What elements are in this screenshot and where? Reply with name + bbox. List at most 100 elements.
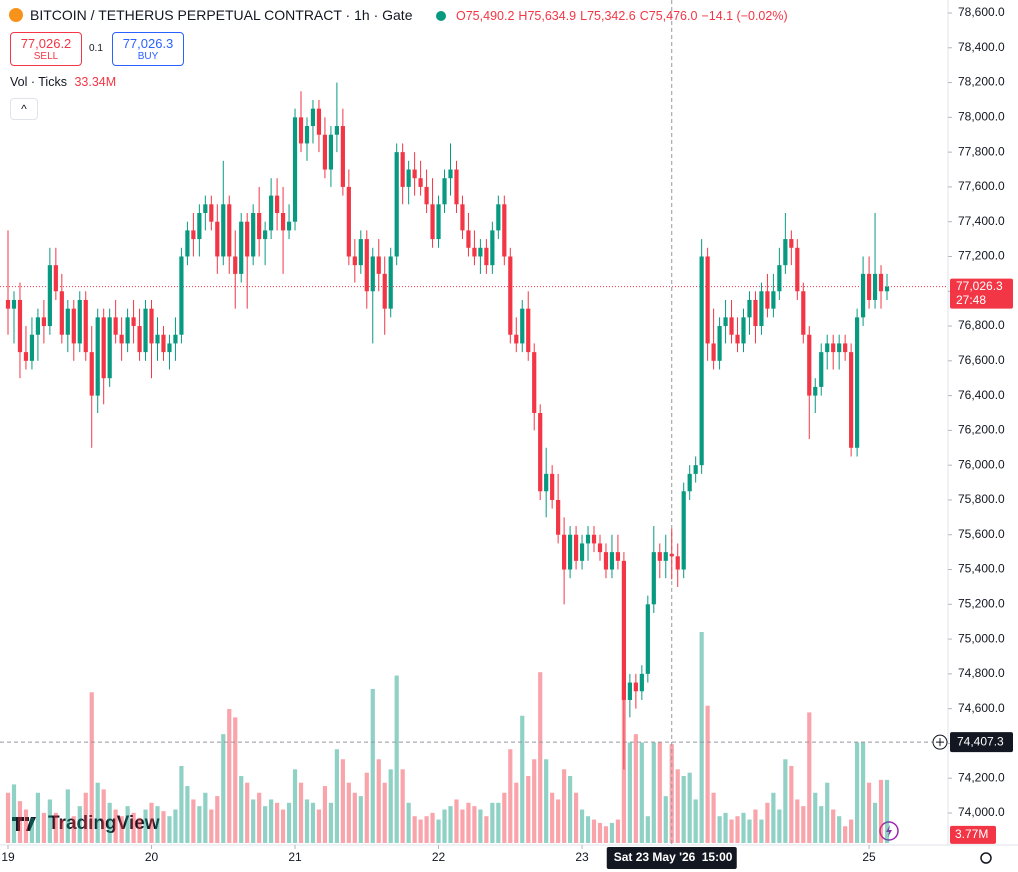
ohlc-key: O (456, 9, 466, 23)
volume-bar (573, 792, 579, 843)
volume-bar (765, 802, 770, 843)
volume-bar (41, 812, 46, 843)
volume-bar (239, 776, 244, 843)
volume-legend: Vol · Ticks 33.34M (10, 75, 116, 89)
countdown-label: 27:48 (956, 293, 986, 307)
candle-body (382, 273, 387, 309)
volume-bar (878, 779, 884, 843)
volume-bar (579, 809, 585, 843)
volume-bar (609, 822, 615, 843)
candle-body (233, 256, 238, 274)
volume-bar (681, 776, 686, 843)
candle-body (801, 291, 806, 335)
volume-bar (149, 802, 154, 843)
volume-bar (675, 769, 680, 843)
candle-body (771, 291, 776, 309)
candle-body (179, 256, 184, 335)
candle-body (448, 169, 453, 179)
candle-body (544, 473, 549, 492)
volume-bar (185, 786, 190, 843)
candle-body (777, 265, 782, 292)
coin-icon (9, 8, 23, 22)
candle-body (615, 552, 621, 561)
volume-bar (597, 822, 603, 843)
candle-body (705, 256, 710, 344)
candle-body (532, 352, 537, 413)
candle-body (723, 317, 728, 327)
volume-bar (723, 812, 728, 843)
volume-bar (143, 809, 148, 843)
candle-body (795, 247, 800, 292)
volume-bar (35, 792, 41, 843)
candle-body (663, 552, 668, 561)
candle-body (35, 317, 41, 335)
candle-body (215, 221, 220, 257)
volume-bar (53, 812, 58, 843)
y-tick-label: 77,600.0 (958, 179, 1005, 193)
volume-bar (460, 809, 465, 843)
candle-body (687, 473, 692, 492)
candle-body (418, 178, 423, 187)
y-tick-label: 78,000.0 (958, 110, 1005, 124)
y-tick-label: 78,200.0 (958, 75, 1005, 89)
buy-label: BUY (137, 51, 159, 62)
volume-bar (633, 734, 638, 843)
volume-bar (544, 759, 549, 843)
buy-price: 77,026.3 (122, 36, 174, 51)
volume-bar (71, 816, 76, 843)
candle-body (263, 230, 268, 240)
volume-bar (119, 816, 124, 843)
volume-label: Vol · Ticks (10, 75, 67, 89)
settings-button[interactable] (980, 852, 992, 864)
candle-body (538, 413, 543, 492)
volume-bar (65, 789, 70, 843)
buy-button[interactable]: 77,026.3 BUY (112, 32, 184, 66)
candle-body (514, 334, 519, 344)
volume-bar (711, 792, 716, 843)
candle-body (125, 317, 130, 344)
volume-bar (831, 809, 836, 843)
volume-bar (801, 806, 806, 843)
candle-body (251, 213, 256, 257)
candle-body (286, 221, 292, 231)
candle-body (340, 126, 345, 187)
candle-body (77, 299, 82, 344)
candle-body (352, 256, 357, 266)
ohlc-legend: O75,490.2 H75,634.9 L75,342.6 C75,476.0 −14.… (456, 9, 788, 23)
candle-body (466, 230, 471, 248)
candle-body (209, 204, 214, 222)
candle-body (807, 334, 812, 396)
volume-bar (430, 812, 435, 843)
candle-body (478, 247, 483, 257)
candle-body (376, 256, 381, 274)
volume-bar (107, 802, 112, 843)
volume-bar (615, 819, 621, 843)
volume-bar (298, 782, 304, 843)
volume-bar (269, 799, 274, 843)
volume-bar (741, 812, 746, 843)
candle-body (185, 230, 190, 257)
volume-bar (221, 734, 226, 843)
candle-body (813, 386, 818, 396)
candle-body (591, 534, 597, 544)
ohlc-value: 75,490.2 (465, 9, 515, 23)
x-tick-label: 20 (145, 850, 159, 864)
candle-body (765, 291, 770, 309)
ohlc-value: 75,342.6 (587, 9, 636, 23)
volume-bar (843, 826, 848, 843)
logo: TradingView (12, 813, 160, 834)
volume-bar (550, 792, 555, 843)
candle-body (149, 308, 154, 344)
volume-bar (807, 712, 812, 843)
volume-bar (328, 802, 334, 843)
candle-body (789, 239, 794, 248)
candle-body (849, 352, 854, 448)
volume-bar (466, 802, 471, 843)
candle-body (556, 499, 561, 535)
volume-bar (795, 799, 800, 843)
volume-bar (639, 742, 644, 843)
sell-button[interactable]: 77,026.2 SELL (10, 32, 82, 66)
candle-body (711, 343, 716, 361)
collapse-button[interactable]: ^ (10, 98, 38, 120)
x-tick-label: 22 (432, 850, 446, 864)
